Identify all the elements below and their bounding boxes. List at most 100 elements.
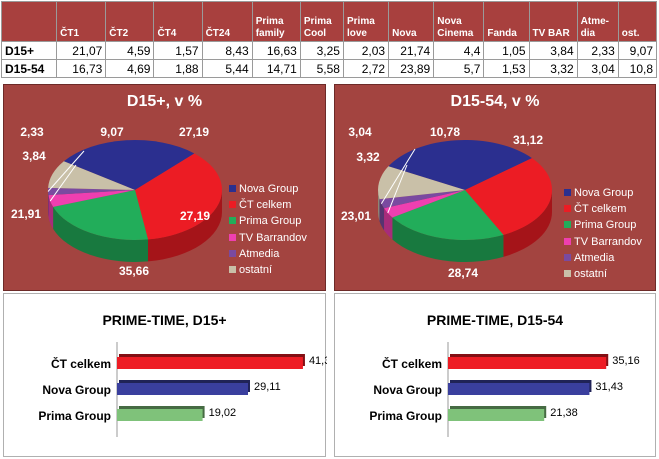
pie-value-label: 2,33 [20, 125, 44, 139]
col-header: Nova [388, 1, 435, 42]
pie-legend: Nova Group ČT celkem Prima Group TV Barr… [229, 181, 307, 278]
legend-label: Nova Group [574, 187, 634, 199]
legend-item: ostatní [564, 266, 642, 282]
category-label: Nova Group [42, 383, 111, 397]
table-corner-cell [0, 1, 58, 42]
table-cell: 2,03 [342, 41, 390, 60]
col-header: TV BAR [528, 1, 578, 42]
pie-slice [63, 140, 195, 190]
col-header: ČT2 [105, 1, 155, 42]
bar-title: PRIME-TIME, D15+ [102, 312, 227, 328]
table-cell: 9,07 [617, 41, 658, 60]
pie-value-label: 3,84 [22, 149, 46, 163]
category-label: ČT celkem [51, 356, 111, 371]
table-cell: 16,63 [251, 41, 301, 60]
legend-item: Prima Group [564, 217, 642, 233]
legend-label: ostatní [239, 263, 273, 276]
col-header: ČT1 [56, 1, 107, 42]
pie-chart-d15-54: 31,12 28,74 23,01 3,32 3,04 10,78 D15-54, v %… [334, 84, 656, 291]
legend-swatch [229, 217, 236, 225]
pie-value-label: 3,32 [356, 150, 380, 164]
bar [117, 357, 303, 369]
legend-swatch [564, 221, 571, 229]
legend-swatch [229, 233, 236, 241]
bar-title: PRIME-TIME, D15-54 [426, 312, 564, 328]
table-cell: 1,88 [153, 59, 203, 78]
bar-value-label: 29,11 [254, 381, 281, 393]
table-cell: 1,53 [483, 59, 530, 78]
pie-leader-line [47, 150, 85, 192]
row-label: D15-54 [0, 59, 58, 78]
pie-value-label: 3,04 [348, 125, 372, 139]
table-cell: 1,05 [483, 41, 530, 60]
pie-chart-d15plus: 27,19 35,66 21,91 3,84 2,33 9,07 D15+, v % 27… [3, 84, 326, 291]
pie-slice [392, 190, 504, 241]
bar-chart-primetime-d15plus: ČT celkem 41,32 Nova Group 29,11 Prima Group… [3, 293, 327, 457]
legend-item: ostatní [229, 262, 307, 278]
pie-chart-canvas: 31,12 28,74 23,01 3,32 3,04 10,78 [341, 125, 552, 280]
pie-leader-line [380, 148, 416, 205]
pie-label-nova: 27,19 [180, 209, 211, 223]
table-cell: 14,71 [251, 59, 301, 78]
category-label: Prima Group [369, 409, 442, 423]
share-table: ČT1 ČT2 ČT4 ČT24 Prima family Prima Cool… [0, 1, 658, 78]
legend-item: TV Barrandov [229, 230, 307, 246]
pie-slice [48, 161, 135, 190]
table-cell: 5,7 [433, 59, 485, 78]
table-cell: 4,69 [105, 59, 155, 78]
bar-chart-canvas: ČT celkem 41,32 Nova Group 29,11 Prima Group… [38, 342, 327, 437]
category-label: ČT celkem [382, 356, 442, 371]
pie-title: D15-54, v % [450, 93, 540, 110]
bar [448, 409, 545, 421]
col-header: ČT24 [201, 1, 253, 42]
col-header: Fanda [483, 1, 530, 42]
legend-label: TV Barrandov [574, 235, 642, 248]
pie-slice [388, 140, 532, 190]
bar-chart-canvas: ČT celkem 35,16 Nova Group 31,43 Prima Group… [369, 342, 640, 437]
col-header: ost. [617, 1, 658, 42]
pie-slice [53, 190, 149, 241]
pie-slice-side [53, 206, 149, 262]
legend-label: Atmedia [239, 247, 280, 260]
table-cell: 10,8 [617, 59, 658, 78]
table-cell: 2,33 [576, 41, 619, 60]
legend-swatch [229, 265, 236, 273]
pie-slice [384, 190, 465, 218]
pie-title: D15+, v % [126, 93, 203, 110]
pie-slice [47, 187, 135, 196]
legend-item: TV Barrandov [564, 234, 642, 250]
table-cell: 16,73 [56, 59, 107, 78]
table-cell: 21,74 [388, 41, 435, 60]
legend-swatch [564, 269, 571, 277]
table-cell: 1,57 [153, 41, 203, 60]
legend-label: ostatní [574, 267, 608, 280]
table-cell: 4,4 [433, 41, 485, 60]
pie-slice-side [378, 190, 380, 222]
legend-label: TV Barrandov [239, 231, 307, 244]
pie-slice [465, 158, 552, 235]
bar-value-label: 31,43 [595, 381, 623, 393]
legend-item: ČT celkem [229, 197, 307, 213]
bar [448, 383, 590, 395]
row-label: D15+ [0, 41, 58, 60]
pie-chart-canvas: 27,19 35,66 21,91 3,84 2,33 9,07 [11, 125, 223, 278]
col-header: Nova Cinema [433, 1, 485, 42]
table-cell: 2,72 [342, 59, 390, 78]
bar [117, 409, 203, 421]
col-header: ČT4 [153, 1, 203, 42]
pie-slice [48, 190, 135, 207]
pie-value-label: 28,74 [448, 266, 478, 280]
pie-slice-side [379, 199, 385, 231]
bar-value-label: 21,38 [550, 407, 578, 419]
col-header: Atme-dia [576, 1, 619, 42]
pie-leader-line [387, 164, 408, 214]
legend-swatch [229, 201, 236, 209]
table-cell: 3,84 [528, 41, 578, 60]
pie-value-label: 9,07 [100, 125, 124, 139]
bar [117, 383, 248, 395]
table-cell: 21,07 [56, 41, 107, 60]
legend-swatch [564, 189, 571, 196]
col-header: Prima Cool [299, 1, 344, 42]
bar-value-label: 19,02 [209, 407, 237, 419]
table-cell: 3,25 [299, 41, 344, 60]
